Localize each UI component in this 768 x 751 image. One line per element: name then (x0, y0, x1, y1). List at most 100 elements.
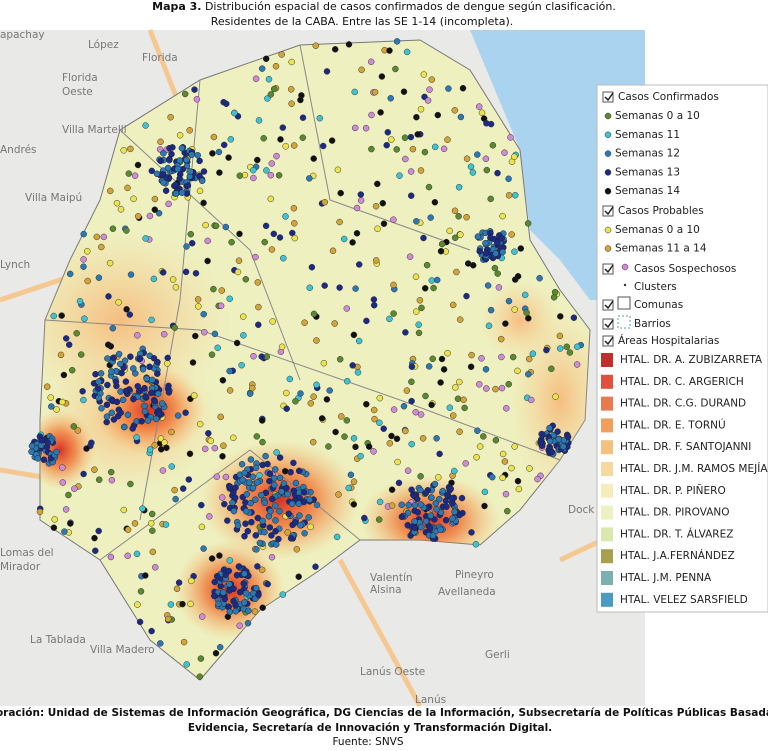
case-dot (343, 305, 351, 312)
case-dot (446, 227, 453, 235)
checkmark (604, 92, 614, 102)
case-dot (427, 512, 435, 519)
legend-label: Casos Probables (618, 205, 704, 217)
case-dot (297, 522, 304, 529)
case-dot (374, 180, 381, 188)
case-dot (353, 204, 361, 212)
case-dot (419, 435, 427, 442)
case-dot (417, 501, 425, 508)
legend-label: Casos Confirmados (618, 91, 719, 103)
case-dot (62, 506, 70, 513)
case-dot (267, 195, 275, 203)
case-dot (451, 234, 459, 242)
case-dot (405, 501, 412, 509)
case-dot (556, 345, 564, 352)
case-dot (529, 350, 537, 357)
case-dot (418, 304, 425, 312)
case-dot (79, 388, 86, 395)
case-dot (473, 453, 480, 461)
case-dot (103, 418, 110, 426)
case-dot (400, 88, 408, 95)
legend-dot (604, 131, 612, 139)
case-dot (293, 546, 301, 553)
case-dot (566, 349, 574, 356)
case-dot (352, 443, 359, 451)
case-dot (134, 601, 141, 608)
case-dot (131, 172, 139, 179)
case-dot (438, 355, 446, 363)
case-dot (258, 353, 265, 360)
case-dot (355, 337, 363, 345)
case-dot (234, 268, 242, 276)
case-dot (162, 521, 170, 528)
legend-label: HTAL. DR. C.G. DURAND (620, 398, 746, 410)
case-dot (505, 175, 512, 183)
case-dot (276, 454, 284, 461)
case-dot (362, 124, 370, 132)
case-dot (227, 136, 235, 143)
case-dot (178, 144, 186, 152)
case-dot (331, 46, 339, 53)
legend-label: HTAL. DR. F. SANTOJANNI (620, 441, 751, 453)
case-dot (340, 235, 348, 243)
case-dot (456, 428, 463, 435)
case-dot (183, 661, 190, 668)
case-dot (198, 523, 206, 531)
case-dot (59, 479, 67, 486)
case-dot (286, 375, 294, 383)
case-dot (337, 189, 344, 197)
case-dot (440, 366, 448, 373)
case-dot (239, 313, 247, 320)
case-dot (117, 388, 124, 395)
case-dot (511, 443, 518, 450)
case-dot (122, 378, 130, 385)
legend-label: Comunas (634, 299, 683, 311)
case-dot (398, 501, 405, 509)
case-dot (395, 479, 403, 487)
case-dot (511, 191, 519, 199)
case-dot (433, 505, 440, 513)
case-dot (376, 419, 383, 427)
case-dot (252, 584, 260, 592)
case-dot (273, 449, 280, 456)
case-dot (105, 293, 112, 300)
case-dot (283, 405, 290, 412)
case-dot (393, 435, 401, 443)
case-dot (183, 243, 190, 250)
case-dot (428, 277, 436, 284)
case-dot (107, 553, 115, 561)
case-dot (517, 245, 525, 252)
case-dot (206, 513, 213, 520)
case-dot (398, 513, 406, 521)
case-dot (459, 84, 467, 92)
legend-label: HTAL. DR. A. ZUBIZARRETA (620, 354, 763, 366)
case-dot (546, 437, 554, 445)
case-dot (262, 222, 270, 230)
case-dot (275, 535, 282, 543)
case-dot (478, 109, 486, 116)
case-dot (417, 105, 425, 113)
case-dot (415, 329, 423, 337)
case-dot (219, 377, 227, 384)
case-dot (489, 142, 497, 149)
case-dot (212, 222, 220, 230)
case-dot (220, 98, 227, 106)
case-dot (233, 571, 241, 579)
case-dot (321, 282, 328, 289)
case-points (28, 38, 585, 680)
case-dot (458, 494, 466, 502)
place-label: Avellaneda (438, 586, 496, 598)
case-dot (284, 529, 291, 536)
case-dot (91, 466, 98, 473)
case-dot (124, 526, 132, 533)
case-dot (424, 97, 432, 104)
case-dot (84, 277, 91, 285)
legend-label: Áreas Hospitalarias (618, 334, 719, 347)
case-dot (272, 541, 280, 548)
case-dot (245, 479, 253, 486)
case-dot (408, 486, 415, 494)
case-dot (247, 456, 255, 463)
case-dot (196, 157, 203, 165)
case-dot (194, 152, 201, 159)
case-dot (212, 649, 220, 657)
